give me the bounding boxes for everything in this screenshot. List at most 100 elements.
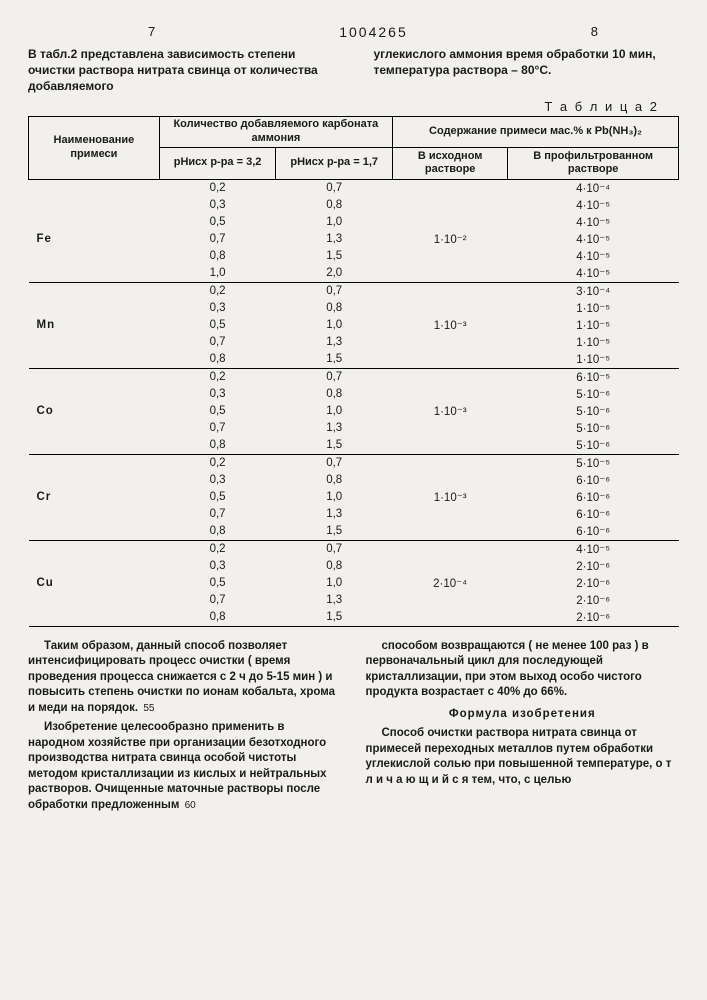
cell-ph32: 0,5 bbox=[159, 575, 276, 592]
cell-ph17: 1,3 bbox=[276, 231, 393, 248]
cell-impurity-name bbox=[29, 334, 160, 351]
cell-source bbox=[393, 368, 508, 386]
th-filtered-solution: В профильтрованном растворе bbox=[508, 148, 679, 180]
table-row: 0,30,84·10⁻⁵ bbox=[29, 197, 679, 214]
table-row: 0,51,04·10⁻⁵ bbox=[29, 214, 679, 231]
cell-filtered: 6·10⁻⁵ bbox=[508, 368, 679, 386]
th-impurity-content: Содержание примеси мас.% к Pb(NH₃)₂ bbox=[393, 116, 679, 148]
bottom-left-para-2: Изобретение целесообразно применить в на… bbox=[28, 720, 342, 813]
cell-filtered: 2·10⁻⁶ bbox=[508, 609, 679, 627]
cell-impurity-name bbox=[29, 472, 160, 489]
cell-filtered: 4·10⁻⁵ bbox=[508, 214, 679, 231]
cell-source bbox=[393, 300, 508, 317]
table-row: 0,20,74·10⁻⁴ bbox=[29, 179, 679, 197]
cell-ph32: 1,0 bbox=[159, 265, 276, 283]
cell-filtered: 2·10⁻⁶ bbox=[508, 558, 679, 575]
cell-impurity-name bbox=[29, 197, 160, 214]
bottom-right-para-1: способом возвращаются ( не менее 100 раз… bbox=[366, 639, 680, 701]
cell-ph17: 1,5 bbox=[276, 609, 393, 627]
cell-ph32: 0,8 bbox=[159, 609, 276, 627]
cell-ph32: 0,2 bbox=[159, 179, 276, 197]
cell-ph32: 0,7 bbox=[159, 506, 276, 523]
cell-source: 1·10⁻³ bbox=[393, 403, 508, 420]
cell-filtered: 4·10⁻⁵ bbox=[508, 265, 679, 283]
cell-ph17: 1,0 bbox=[276, 489, 393, 506]
table-head: Наименование примеси Количество добавляе… bbox=[29, 116, 679, 179]
cell-ph17: 0,8 bbox=[276, 386, 393, 403]
cell-impurity-name bbox=[29, 437, 160, 455]
cell-ph32: 0,3 bbox=[159, 472, 276, 489]
cell-source bbox=[393, 351, 508, 369]
page-num-left: 7 bbox=[148, 24, 156, 40]
cell-source bbox=[393, 197, 508, 214]
cell-source bbox=[393, 454, 508, 472]
table-row: 0,71,36·10⁻⁶ bbox=[29, 506, 679, 523]
bottom-left-column: Таким образом, данный способ позволяет и… bbox=[28, 639, 342, 818]
line-number-60: 60 bbox=[183, 800, 198, 811]
cell-source bbox=[393, 558, 508, 575]
cell-ph32: 0,8 bbox=[159, 248, 276, 265]
cell-source bbox=[393, 282, 508, 300]
bottom-right-para-2: Способ очистки раствора нитрата свинца о… bbox=[366, 726, 680, 788]
table-row: 0,81,55·10⁻⁶ bbox=[29, 437, 679, 455]
cell-impurity-name bbox=[29, 540, 160, 558]
table-row: 0,30,85·10⁻⁶ bbox=[29, 386, 679, 403]
data-table: Наименование примеси Количество добавляе… bbox=[28, 116, 679, 627]
cell-impurity-name bbox=[29, 214, 160, 231]
cell-ph17: 2,0 bbox=[276, 265, 393, 283]
cell-ph32: 0,2 bbox=[159, 454, 276, 472]
cell-ph32: 0,2 bbox=[159, 282, 276, 300]
cell-ph32: 0,2 bbox=[159, 368, 276, 386]
cell-impurity-name bbox=[29, 609, 160, 627]
cell-impurity-name bbox=[29, 282, 160, 300]
table-row: 0,81,54·10⁻⁵ bbox=[29, 248, 679, 265]
line-number-55: 55 bbox=[141, 703, 156, 714]
cell-impurity-name: Co bbox=[29, 403, 160, 420]
bottom-left-text-1: Таким образом, данный способ позволяет и… bbox=[28, 640, 335, 714]
th-impurity: Наименование примеси bbox=[29, 116, 160, 179]
cell-impurity-name: Fe bbox=[29, 231, 160, 248]
table-row: 1,02,0 4·10⁻⁵ bbox=[29, 265, 679, 283]
cell-ph17: 1,3 bbox=[276, 420, 393, 437]
cell-impurity-name: Cu bbox=[29, 575, 160, 592]
cell-source: 1·10⁻³ bbox=[393, 317, 508, 334]
cell-impurity-name bbox=[29, 265, 160, 283]
cell-impurity-name bbox=[29, 300, 160, 317]
cell-filtered: 1·10⁻⁵ bbox=[508, 334, 679, 351]
cell-ph17: 1,0 bbox=[276, 575, 393, 592]
table-row: 0,71,31·10⁻⁵ bbox=[29, 334, 679, 351]
cell-filtered: 1·10⁻⁵ bbox=[508, 351, 679, 369]
cell-source bbox=[393, 609, 508, 627]
cell-ph17: 1,3 bbox=[276, 334, 393, 351]
cell-filtered: 3·10⁻⁴ bbox=[508, 282, 679, 300]
cell-impurity-name bbox=[29, 351, 160, 369]
cell-ph32: 0,5 bbox=[159, 317, 276, 334]
cell-ph17: 0,7 bbox=[276, 540, 393, 558]
cell-source bbox=[393, 472, 508, 489]
cell-impurity-name bbox=[29, 368, 160, 386]
cell-ph17: 0,8 bbox=[276, 300, 393, 317]
cell-ph32: 0,2 bbox=[159, 540, 276, 558]
th-ph-3-2: pHисх р-ра = 3,2 bbox=[159, 148, 276, 180]
cell-source bbox=[393, 386, 508, 403]
cell-filtered: 6·10⁻⁶ bbox=[508, 472, 679, 489]
cell-ph17: 0,7 bbox=[276, 454, 393, 472]
table-row: 0,81,51·10⁻⁵ bbox=[29, 351, 679, 369]
th-source-solution: В исходном растворе bbox=[393, 148, 508, 180]
cell-impurity-name: Mn bbox=[29, 317, 160, 334]
cell-ph32: 0,3 bbox=[159, 300, 276, 317]
cell-source bbox=[393, 248, 508, 265]
cell-ph32: 0,3 bbox=[159, 197, 276, 214]
cell-filtered: 4·10⁻⁵ bbox=[508, 231, 679, 248]
cell-ph17: 1,0 bbox=[276, 214, 393, 231]
th-added-carbonate: Количество добавляемого карбоната аммони… bbox=[159, 116, 392, 148]
cell-ph32: 0,8 bbox=[159, 437, 276, 455]
cell-source: 2·10⁻⁴ bbox=[393, 575, 508, 592]
cell-ph17: 1,0 bbox=[276, 403, 393, 420]
cell-impurity-name bbox=[29, 179, 160, 197]
page-root: 7 1004265 8 В табл.2 представлена зависи… bbox=[0, 0, 707, 1000]
cell-source bbox=[393, 523, 508, 541]
cell-filtered: 5·10⁻⁶ bbox=[508, 437, 679, 455]
table-row: 0,30,86·10⁻⁶ bbox=[29, 472, 679, 489]
cell-filtered: 5·10⁻⁵ bbox=[508, 454, 679, 472]
